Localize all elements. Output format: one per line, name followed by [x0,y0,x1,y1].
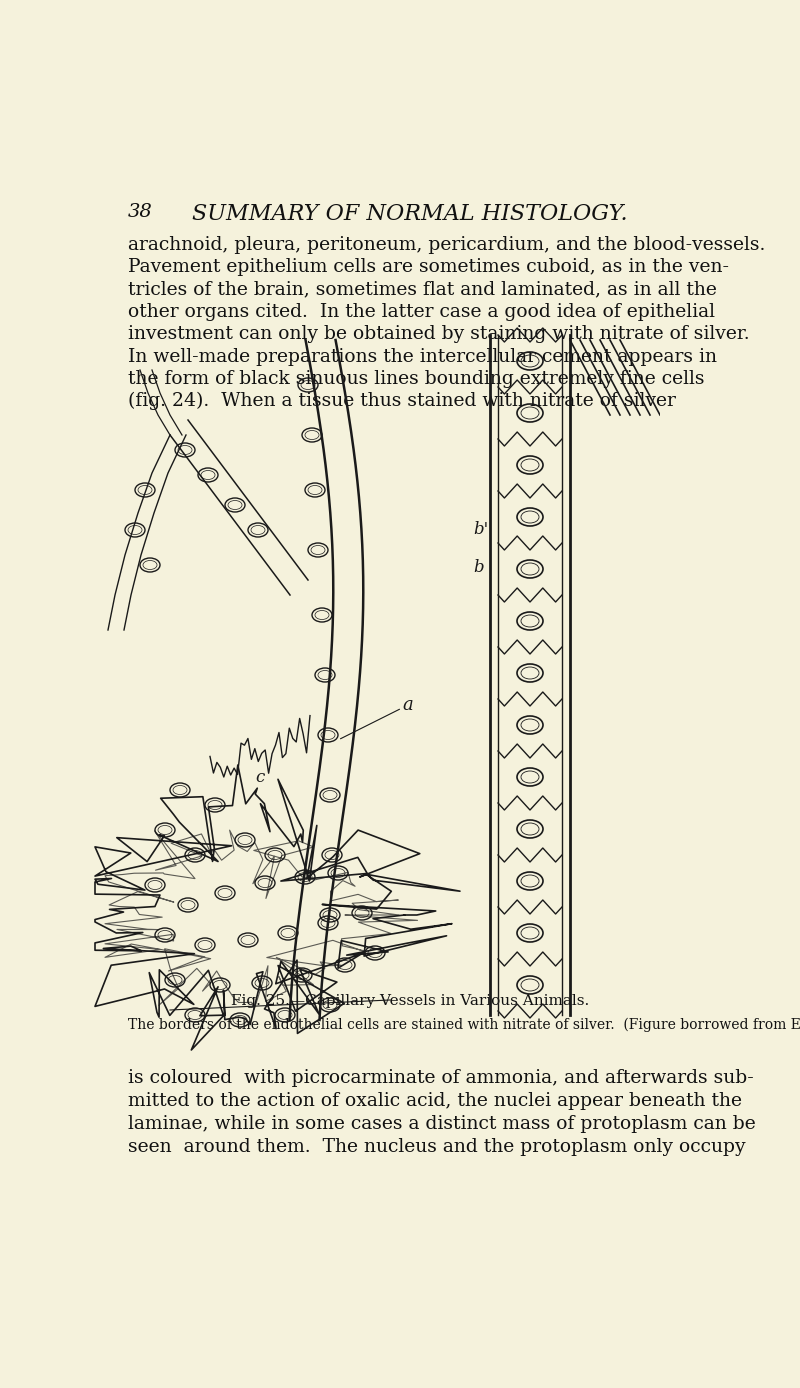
Text: other organs cited.  In the latter case a good idea of epithelial: other organs cited. In the latter case a… [128,303,715,321]
Text: The borders of the endothelial cells are stained with nitrate of silver.  (Figur: The borders of the endothelial cells are… [128,1017,800,1031]
Text: is coloured  with picrocarminate of ammonia, and afterwards sub-: is coloured with picrocarminate of ammon… [128,1069,754,1087]
Text: mitted to the action of oxalic acid, the nuclei appear beneath the: mitted to the action of oxalic acid, the… [128,1092,742,1110]
Text: a: a [402,695,414,713]
Text: tricles of the brain, sometimes flat and laminated, as in all the: tricles of the brain, sometimes flat and… [128,280,717,298]
Text: seen  around them.  The nucleus and the protoplasm only occupy: seen around them. The nucleus and the pr… [128,1138,746,1156]
Text: laminae, while in some cases a distinct mass of protoplasm can be: laminae, while in some cases a distinct … [128,1115,756,1133]
Text: b': b' [473,522,488,539]
Text: b: b [473,558,484,576]
Text: investment can only be obtained by staining with nitrate of silver.: investment can only be obtained by stain… [128,325,750,343]
Text: Fig. 25.—Capillary Vessels in Various Animals.: Fig. 25.—Capillary Vessels in Various An… [231,994,589,1008]
Text: 38: 38 [128,203,153,221]
Text: Pavement epithelium cells are sometimes cuboid, as in the ven-: Pavement epithelium cells are sometimes … [128,258,729,276]
Text: SUMMARY OF NORMAL HISTOLOGY.: SUMMARY OF NORMAL HISTOLOGY. [192,203,628,225]
Text: (fig. 24).  When a tissue thus stained with nitrate of silver: (fig. 24). When a tissue thus stained wi… [128,393,676,411]
Text: In well-made preparations the intercellular cement appears in: In well-made preparations the intercellu… [128,347,717,365]
Text: the form of black sinuous lines bounding extremely fine cells: the form of black sinuous lines bounding… [128,369,704,387]
Text: c: c [255,769,265,786]
Text: arachnoid, pleura, peritoneum, pericardium, and the blood-vessels.: arachnoid, pleura, peritoneum, pericardi… [128,236,766,254]
